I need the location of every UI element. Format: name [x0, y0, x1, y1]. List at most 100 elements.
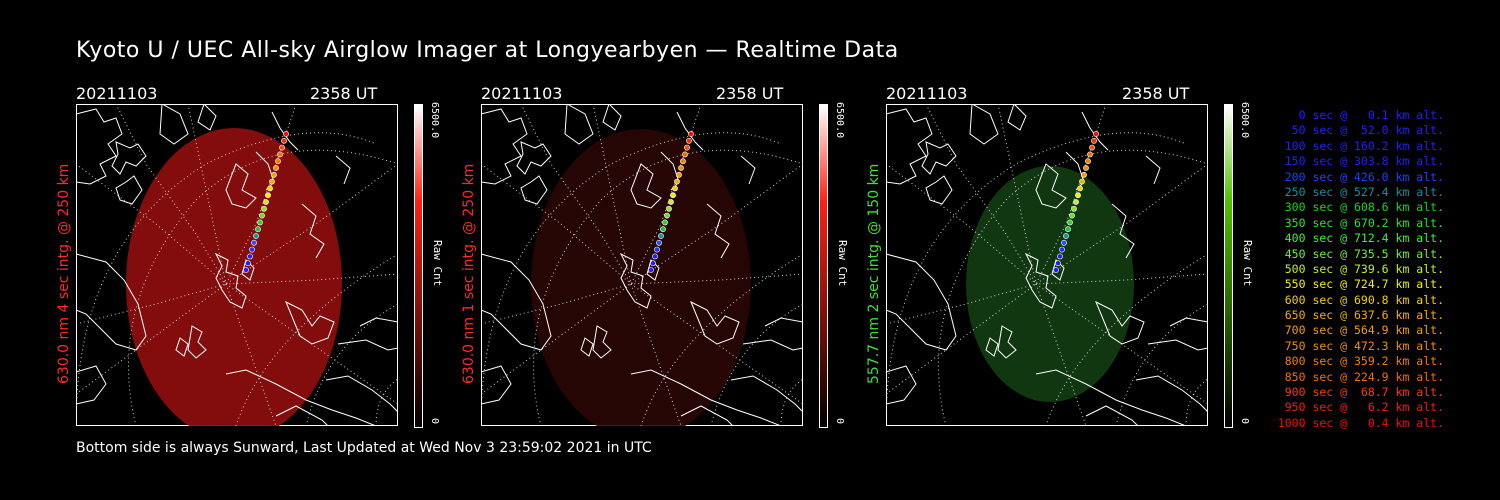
panel-2-date: 20211103	[481, 84, 563, 103]
coastline	[602, 104, 622, 131]
grid-line	[630, 283, 803, 405]
legend-row: 950 sec @ 6.2 km alt.	[1277, 400, 1444, 415]
grid-line	[225, 283, 398, 405]
coastline	[225, 163, 257, 209]
track-point	[247, 253, 253, 260]
track-point	[1069, 212, 1075, 219]
panel-1-colorbar-min: 0	[429, 418, 440, 425]
track-point	[283, 131, 289, 137]
grid-line	[780, 378, 803, 426]
coastline	[516, 141, 552, 175]
track-point	[684, 144, 690, 151]
coastline	[111, 141, 147, 175]
track-point	[688, 131, 694, 137]
airglow-region	[531, 129, 751, 426]
coastline	[76, 253, 147, 351]
track-point	[251, 239, 257, 246]
panel-3-map	[886, 104, 1208, 426]
panel-3-colorbar-min: 0	[1239, 418, 1250, 425]
coastline	[197, 104, 217, 131]
track-point	[674, 178, 680, 185]
panel-2-colorbar-label: Raw Cnt	[836, 240, 849, 287]
panel-2-image[interactable]	[481, 104, 803, 426]
track-point	[654, 246, 660, 253]
legend-row: 1000 sec @ 0.4 km alt.	[1277, 415, 1444, 430]
coastline	[997, 325, 1017, 359]
grid-line	[1045, 253, 1208, 426]
legend-row: 700 sec @ 564.9 km alt.	[1277, 323, 1444, 338]
coastline	[680, 405, 734, 426]
panel-3-side-label: 557.7 nm 2 sec intg. @ 150 km	[866, 163, 882, 384]
track-point	[1071, 205, 1077, 212]
track-point	[660, 226, 666, 233]
legend-row: 750 sec @ 472.3 km alt.	[1277, 338, 1444, 353]
altitude-legend: 0 sec @ 0.1 km alt. 50 sec @ 52.0 km alt…	[1262, 108, 1444, 431]
coastline	[225, 369, 377, 426]
coastline	[285, 300, 335, 345]
panel-3-image[interactable]	[886, 104, 1208, 426]
coastline	[76, 108, 123, 185]
legend-row: 300 sec @ 608.6 km alt.	[1277, 200, 1444, 215]
grid-line	[76, 132, 377, 426]
legend-row: 450 sec @ 735.5 km alt.	[1277, 246, 1444, 261]
coastline	[764, 317, 803, 327]
panel-2-time: 2358 UT	[716, 84, 784, 103]
coastline	[1145, 155, 1161, 185]
panel-1-colorbar-max: 6500.0	[429, 102, 440, 139]
coastline	[337, 339, 398, 351]
legend-row: 550 sec @ 724.7 km alt.	[1277, 277, 1444, 292]
grid-line	[640, 253, 803, 426]
track-point	[1057, 253, 1063, 260]
coastline	[690, 300, 740, 345]
track-point	[1053, 267, 1059, 273]
track-point	[249, 246, 255, 253]
coastline	[580, 337, 594, 357]
track-point	[1073, 199, 1079, 205]
track-point	[273, 165, 279, 171]
track-point	[1077, 185, 1083, 192]
coastline	[630, 163, 662, 209]
track-point	[255, 226, 261, 233]
coastline	[742, 339, 803, 351]
panel-3-colorbar	[1224, 104, 1233, 428]
track-point	[253, 233, 259, 239]
grid-line	[481, 163, 632, 285]
track-point	[245, 260, 251, 267]
panel-3-colorbar-max: 6500.0	[1239, 102, 1250, 139]
track-point	[1085, 158, 1091, 165]
coastline	[969, 104, 999, 145]
coastline	[481, 253, 552, 351]
track-point	[259, 212, 265, 219]
panel-1-colorbar-label: Raw Cnt	[431, 240, 444, 287]
track-point	[666, 205, 672, 212]
coastline	[335, 155, 351, 185]
coastline	[1085, 405, 1139, 426]
panel-1-image[interactable]	[76, 104, 398, 426]
coastline	[1035, 369, 1187, 426]
coastline	[985, 337, 999, 357]
legend-row: 100 sec @ 160.2 km alt.	[1277, 138, 1444, 153]
coastline	[1007, 104, 1027, 131]
coastline	[706, 203, 730, 259]
coastline	[1147, 339, 1208, 351]
panel-2-colorbar-max: 6500.0	[834, 102, 845, 139]
panel-2-map	[481, 104, 803, 426]
track-point	[652, 253, 658, 260]
coastline	[886, 108, 933, 185]
legend-row: 200 sec @ 426.0 km alt.	[1277, 169, 1444, 184]
track-point	[648, 267, 654, 273]
track-point	[664, 212, 670, 219]
coastline	[619, 252, 652, 309]
coastline	[1035, 163, 1067, 209]
legend-row: 0 sec @ 0.1 km alt.	[1277, 108, 1444, 122]
legend-row: 150 sec @ 303.8 km alt.	[1277, 154, 1444, 169]
track-point	[1093, 131, 1099, 137]
coastline	[730, 375, 803, 413]
panel-3-colorbar-label: Raw Cnt	[1241, 240, 1254, 287]
panel-3-date: 20211103	[886, 84, 968, 103]
coastline	[564, 104, 594, 145]
coastline	[1135, 375, 1208, 413]
coastline	[359, 317, 398, 327]
track-point	[686, 137, 692, 144]
track-point	[275, 158, 281, 165]
